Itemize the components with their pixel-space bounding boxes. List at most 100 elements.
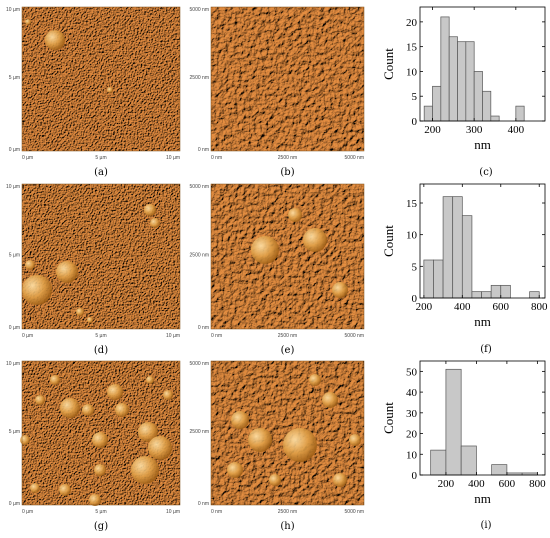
- afm-image-g: 10 µm 5 µm 0 µm0 µm 5 µm 10 µm (g): [6, 360, 181, 532]
- hist-ytick-label-i-2: 20: [406, 429, 418, 441]
- afm-grain-d-2: [144, 204, 156, 216]
- afm-x-left-e: 0 nm: [211, 333, 222, 339]
- hist-bar-c-11: [515, 105, 525, 122]
- hist-bar-c-8: [490, 115, 500, 122]
- afm-y-mid-g: 5 µm: [9, 429, 20, 435]
- afm-x-mid-e: 2500 nm: [278, 333, 297, 339]
- afm-x-right-b: 5000 nm: [345, 155, 364, 161]
- hist-ylabel-f: Count: [381, 225, 396, 257]
- hist-ylabel-c: Count: [381, 48, 396, 80]
- panel-label-e: (e): [281, 345, 295, 356]
- hist-ytick-label-c-2: 10: [406, 66, 418, 78]
- afm-grain-d-4: [25, 260, 35, 270]
- hist-ytick-label-c-3: 15: [406, 42, 418, 54]
- hist-frame-f: [419, 183, 546, 299]
- afm-x-right-d: 10 µm: [166, 333, 180, 339]
- afm-grain-h-7: [309, 374, 321, 386]
- afm-x-mid-a: 5 µm: [95, 155, 106, 161]
- panel-label-f: (f): [480, 344, 492, 355]
- afm-y-top-h: 5000 nm: [190, 361, 209, 367]
- hist-xtick-label-f-0: 200: [416, 301, 433, 313]
- afm-image-a: 10 µm 5 µm 0 µm0 µm 5 µm 10 µm (a): [6, 6, 181, 178]
- hist-frame-c: [419, 6, 546, 122]
- hist-xtick-label-i-0: 200: [438, 478, 455, 490]
- afm-y-mid-h: 2500 nm: [190, 429, 209, 435]
- panel-label-d: (d): [94, 345, 108, 356]
- afm-x-left-h: 0 nm: [211, 509, 222, 515]
- afm-grain-a-0: [45, 30, 65, 50]
- hist-xlabel-c: nm: [474, 137, 491, 152]
- afm-grain-h-4: [333, 473, 347, 487]
- afm-grain-e-3: [288, 208, 302, 222]
- afm-grain-d-1: [56, 261, 78, 283]
- afm-frame-h: [210, 360, 365, 506]
- afm-x-left-d: 0 µm: [22, 333, 33, 339]
- afm-grain-h-8: [349, 434, 361, 446]
- hist-ytick-label-i-1: 10: [406, 449, 418, 461]
- afm-y-bot-d: 0 µm: [9, 325, 20, 331]
- hist-ytick-label-c-1: 5: [412, 91, 418, 103]
- afm-y-bot-a: 0 µm: [9, 147, 20, 153]
- afm-x-right-h: 5000 nm: [345, 509, 364, 515]
- hist-xtick-label-i-2: 600: [499, 478, 516, 490]
- afm-image-b: 5000 nm 2500 nm 0 nm0 nm 2500 nm 5000 nm (b): [190, 6, 365, 178]
- hist-bar-c-2: [440, 16, 450, 122]
- afm-grain-h-0: [283, 428, 317, 462]
- afm-y-top-e: 5000 nm: [190, 184, 209, 190]
- afm-grain-g-5: [107, 384, 123, 400]
- hist-bar-i-2: [460, 445, 477, 476]
- afm-grain-d-6: [87, 317, 93, 323]
- hist-ytick-label-f-3: 15: [406, 198, 418, 210]
- hist-xtick-label-f-2: 600: [493, 301, 510, 313]
- hist-bar-f-2: [442, 196, 454, 299]
- afm-grain-a-1: [25, 19, 31, 25]
- hist-xtick-label-i-3: 800: [529, 478, 546, 490]
- afm-image-h: 5000 nm 2500 nm 0 nm0 nm 2500 nm 5000 nm (h): [190, 360, 365, 532]
- afm-y-bot-b: 0 nm: [198, 147, 209, 153]
- hist-bar-f-6: [481, 291, 492, 299]
- afm-grain-d-3: [150, 218, 160, 228]
- panel-label-h: (h): [280, 521, 294, 532]
- afm-x-left-b: 0 nm: [211, 155, 222, 161]
- afm-surface-b: [211, 7, 364, 151]
- hist-bar-c-7: [482, 90, 492, 122]
- afm-y-top-d: 10 µm: [6, 184, 20, 190]
- hist-ytick-label-i-0: 0: [412, 470, 418, 482]
- panel-label-g: (g): [94, 521, 108, 532]
- afm-x-mid-b: 2500 nm: [278, 155, 297, 161]
- hist-bar-f-7: [490, 284, 502, 299]
- afm-grain-d-0: [22, 275, 52, 305]
- afm-grain-g-9: [50, 375, 60, 385]
- hist-bar-f-4: [461, 215, 473, 299]
- afm-y-top-b: 5000 nm: [190, 7, 209, 13]
- afm-surface-d: [22, 184, 180, 329]
- hist-xtick-label-i-1: 400: [468, 478, 485, 490]
- hist-bar-f-1: [433, 259, 444, 299]
- hist-xlabel-f: nm: [474, 314, 491, 329]
- afm-image-e: 5000 nm 2500 nm 0 nm0 nm 2500 nm 5000 nm (e): [190, 183, 365, 356]
- afm-x-left-a: 0 µm: [22, 155, 33, 161]
- afm-grain-g-13: [59, 484, 71, 496]
- afm-grain-h-1: [248, 428, 272, 452]
- afm-grain-g-14: [146, 376, 154, 384]
- hist-bar-i-4: [491, 464, 508, 476]
- afm-grain-g-3: [60, 398, 80, 418]
- hist-ytick-label-c-4: 20: [406, 17, 418, 29]
- afm-y-top-g: 10 µm: [6, 361, 20, 367]
- afm-grain-g-10: [20, 435, 30, 445]
- hist-bar-c-6: [473, 71, 483, 122]
- hist-xtick-label-f-3: 800: [531, 301, 548, 313]
- afm-grain-e-1: [251, 236, 279, 264]
- hist-ytick-label-i-3: 30: [406, 408, 418, 420]
- hist-bar-c-5: [465, 41, 475, 122]
- hist-bar-i-1: [445, 368, 462, 476]
- hist-ytick-label-c-0: 0: [412, 116, 418, 128]
- afm-y-mid-e: 2500 nm: [190, 253, 209, 259]
- afm-x-mid-g: 5 µm: [95, 509, 106, 515]
- afm-grain-g-0: [131, 456, 159, 484]
- afm-grain-g-12: [30, 483, 40, 493]
- afm-y-mid-d: 5 µm: [9, 253, 20, 259]
- afm-x-right-g: 10 µm: [166, 509, 180, 515]
- histogram-f: 200 400 600 800 0 5 10 15 nm Count (f): [381, 183, 548, 355]
